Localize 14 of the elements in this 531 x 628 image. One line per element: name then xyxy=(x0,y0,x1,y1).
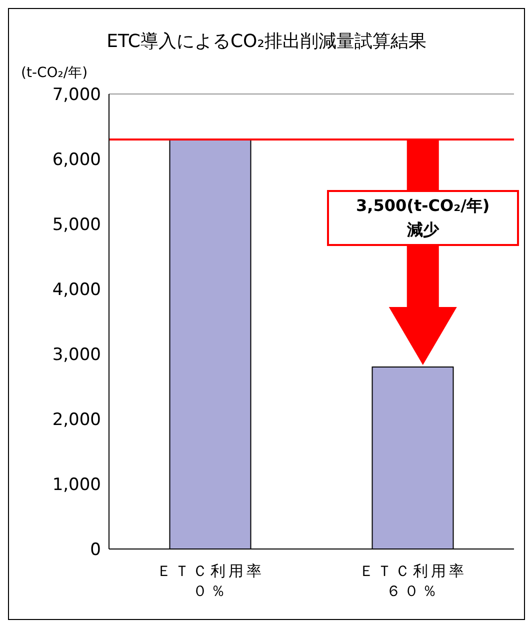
y-tick-label: 3,000 xyxy=(52,345,101,366)
y-tick-label: 0 xyxy=(90,540,101,560)
y-tick-label: 7,000 xyxy=(52,85,101,106)
y-axis-title: (t-CO₂/年) xyxy=(21,64,88,82)
y-tick-label: 2,000 xyxy=(52,410,101,430)
annotation: 3,500(t-CO₂/年) 減少 xyxy=(355,194,491,240)
y-tick-label: 4,000 xyxy=(52,280,101,300)
chart-title: ETC導入によるCO₂排出削減量試算結果 xyxy=(106,30,428,53)
y-tick-label: 1,000 xyxy=(52,475,101,496)
x-tick-label: ＥＴＣ利用率０％ xyxy=(155,561,266,601)
y-tick-label: 5,000 xyxy=(52,215,101,236)
callout-box: 3,500(t-CO₂/年) 減少 xyxy=(326,190,519,246)
y-tick-label: 6,000 xyxy=(52,150,101,170)
x-tick-label: ＥＴＣ利用率６０％ xyxy=(358,561,468,601)
